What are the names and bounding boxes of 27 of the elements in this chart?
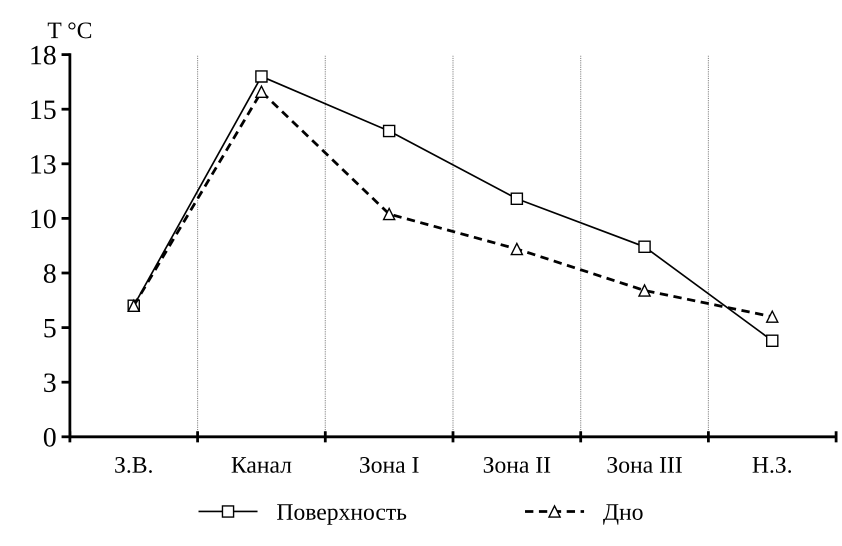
point	[510, 192, 524, 205]
x-tick-label: Зона II	[484, 456, 550, 473]
point	[638, 240, 651, 254]
y-tick-label: 8	[44, 264, 56, 283]
legend-label: Поверхность	[277, 504, 406, 525]
x-tick-label: Зона III	[608, 456, 682, 473]
legend-label: Дно	[603, 504, 643, 525]
y-tick-label: 18	[31, 46, 56, 65]
y-tick-label: 13	[31, 155, 56, 174]
y-tick-label: 3	[44, 373, 56, 392]
y-tick-label: 10	[31, 210, 56, 228]
x-tick-label: Канал	[232, 457, 292, 473]
point	[766, 334, 779, 347]
point	[382, 124, 396, 138]
point	[255, 70, 268, 83]
y-tick-label: 15	[31, 100, 56, 120]
point	[766, 310, 779, 323]
x-tick-label: З.В.	[115, 456, 152, 473]
x-tick-label: Зона I	[360, 456, 419, 473]
point	[255, 85, 268, 98]
y-axis-title: T °C	[48, 22, 92, 38]
x-tick-label: Н.З.	[752, 456, 792, 473]
y-tick-label: 5	[44, 319, 56, 338]
point	[510, 242, 524, 256]
point	[638, 284, 651, 297]
point	[382, 208, 396, 220]
y-tick-label: 0	[44, 428, 56, 447]
